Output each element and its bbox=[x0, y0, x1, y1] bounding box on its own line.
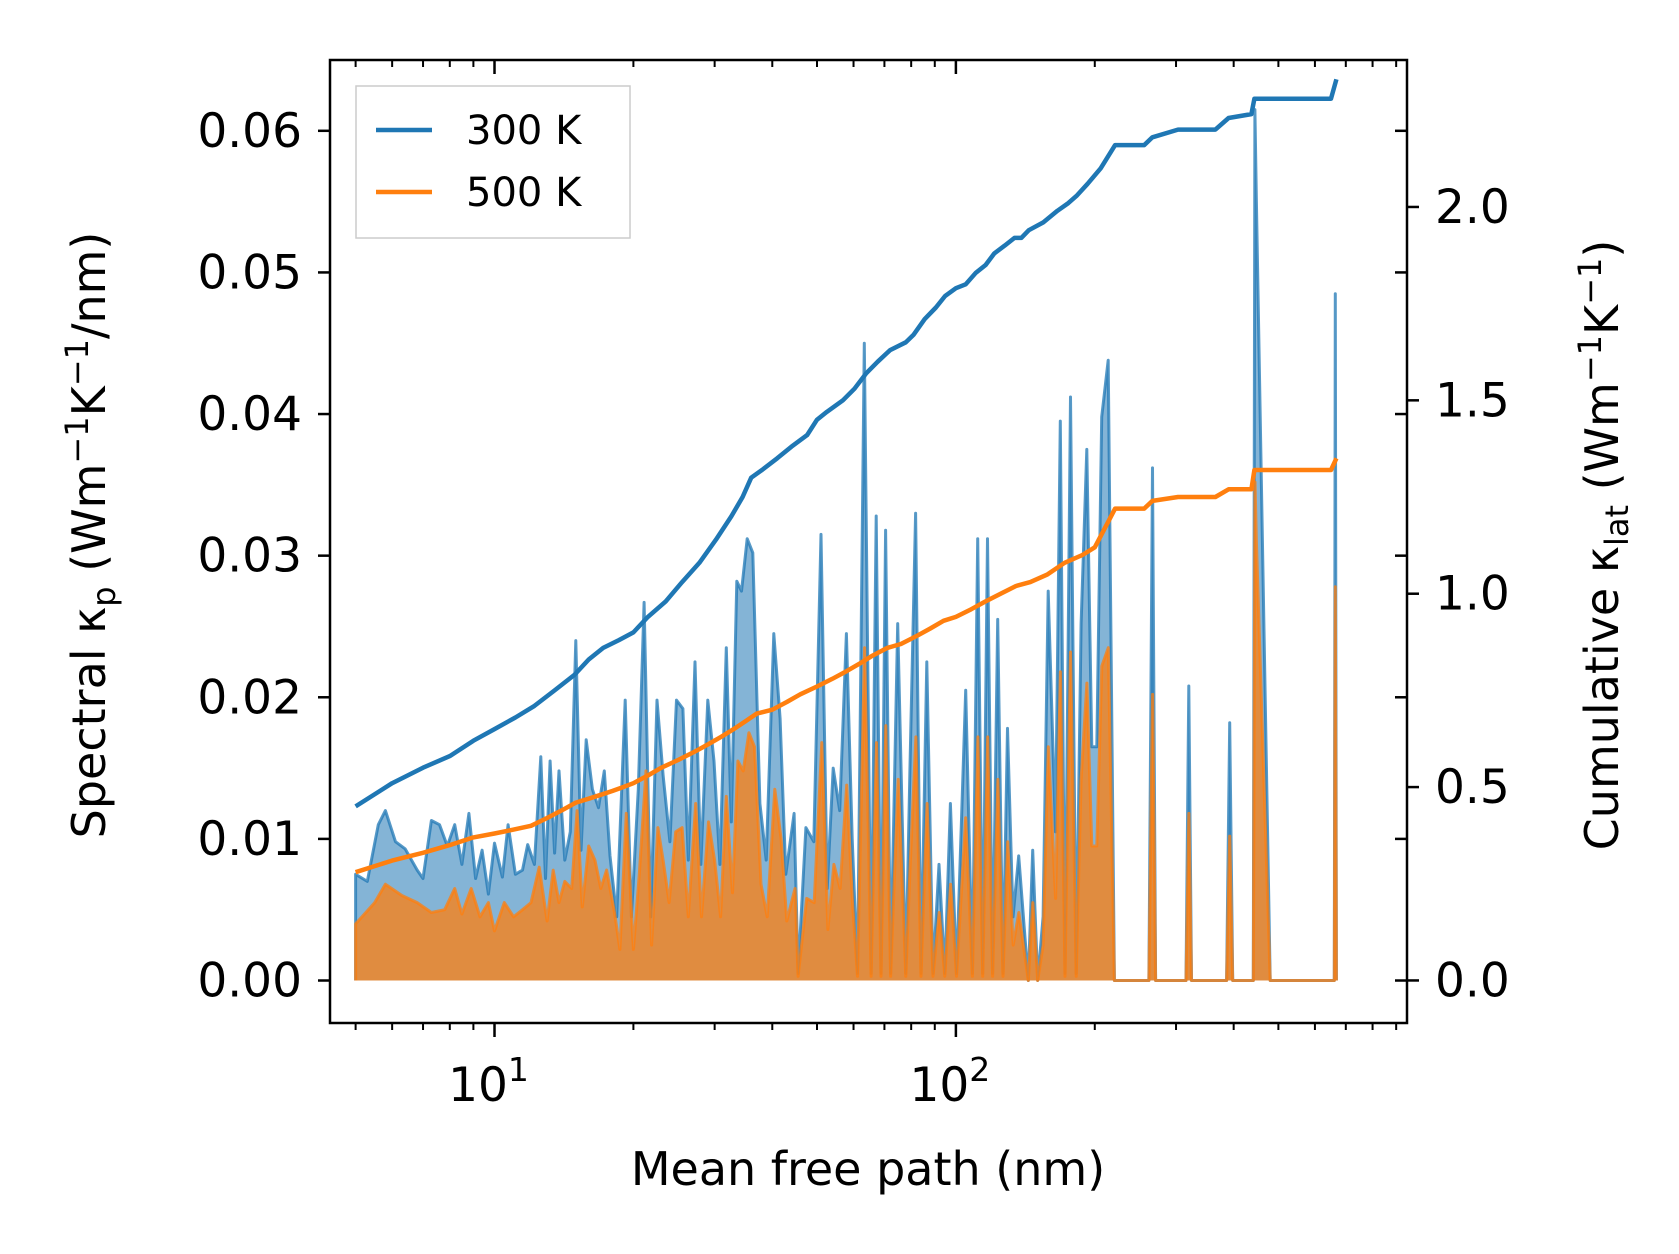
y-left-tick-label: 0.05 bbox=[197, 245, 302, 300]
y-left-label-mid: K bbox=[62, 384, 116, 416]
y-left-tick-label: 0.03 bbox=[197, 529, 302, 584]
axis-ticks: 0.00 0.01 0.02 0.03 0.04 0.05 0.06 0.0 0.5 1.0 1.5… bbox=[197, 60, 1510, 1113]
spectral-area-300k bbox=[355, 109, 1337, 981]
plot-frame bbox=[328, 58, 1409, 1025]
y-right-label-exp1: −1 bbox=[1571, 335, 1609, 382]
y-right-tick-label: 0.0 bbox=[1435, 953, 1510, 1008]
y-left-label-unit-close: /nm) bbox=[62, 232, 116, 339]
y-axis-right-label: Cumulative κlat (Wm−1K−1) bbox=[1571, 240, 1636, 851]
cumulative-line-500k bbox=[354, 457, 1339, 875]
spectral-fills bbox=[354, 108, 1338, 982]
legend-box bbox=[355, 85, 631, 239]
y-right-label-mid: K bbox=[1575, 303, 1629, 335]
y-left-label-main: Spectral κ bbox=[62, 607, 116, 839]
y-right-label-main: Cumulative κ bbox=[1575, 546, 1629, 850]
x-axis-label: Mean free path (nm) bbox=[631, 1142, 1105, 1196]
y-axis-left-label: Spectral κp (Wm−1K−1/nm) bbox=[58, 232, 123, 839]
y-left-tick-label: 0.06 bbox=[197, 104, 302, 159]
y-right-label-exp2: −1 bbox=[1571, 258, 1609, 305]
y-right-tick-label: 1.5 bbox=[1435, 373, 1510, 428]
y-left-label-exp1: −1 bbox=[58, 416, 96, 463]
legend-label-300k: 300 K bbox=[466, 108, 583, 154]
y-left-label-sub: p bbox=[85, 586, 123, 606]
spectral-area-500k bbox=[355, 482, 1337, 981]
x-tick-label: 101 bbox=[448, 1050, 529, 1113]
y-right-tick-label: 2.0 bbox=[1435, 180, 1510, 235]
y-left-label-unit-open: (Wm bbox=[62, 464, 116, 587]
spectral-line-500k bbox=[354, 480, 1338, 982]
cumulative-line-300k bbox=[354, 78, 1339, 809]
y-left-tick-label: 0.04 bbox=[197, 387, 302, 442]
y-right-tick-label: 1.0 bbox=[1435, 567, 1510, 622]
y-right-label-sub: lat bbox=[1598, 505, 1636, 546]
spectral-line-300k bbox=[354, 108, 1338, 982]
legend: 300 K 500 K bbox=[355, 85, 631, 239]
y-left-label-exp2: −1 bbox=[58, 339, 96, 386]
y-right-label-unit-close: ) bbox=[1575, 240, 1629, 258]
series-lines bbox=[354, 78, 1339, 875]
y-right-tick-label: 0.5 bbox=[1435, 760, 1510, 815]
x-tick-label: 102 bbox=[909, 1050, 990, 1113]
legend-label-500k: 500 K bbox=[466, 170, 583, 216]
y-left-tick-label: 0.00 bbox=[197, 954, 302, 1009]
y-right-label-unit-open: (Wm bbox=[1575, 382, 1629, 505]
y-left-tick-label: 0.02 bbox=[197, 670, 302, 725]
y-left-tick-label: 0.01 bbox=[197, 812, 302, 867]
